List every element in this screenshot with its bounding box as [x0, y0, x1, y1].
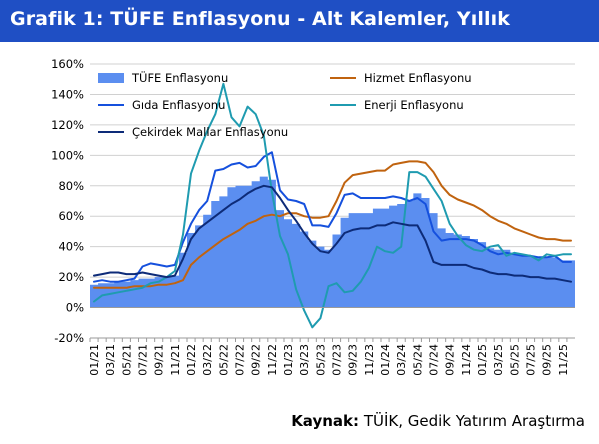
x-tick-label: 03/22 [201, 344, 214, 376]
x-tick-label: 09/23 [347, 344, 360, 376]
x-tick-label: 05/25 [508, 344, 521, 376]
x-tick-label: 03/23 [298, 344, 311, 376]
inflation-chart: -20%0%20%40%60%80%100%120%140%160%01/21 0… [51, 57, 575, 376]
source-note: Kaynak: TÜİK, Gedik Yatırım Araştırma [291, 412, 585, 430]
y-tick-label: 0% [66, 301, 84, 315]
tufe-area [90, 176, 575, 308]
x-tick-label: 11/25 [557, 344, 570, 376]
x-tick-label: 09/24 [444, 344, 457, 376]
x-tick-label: 05/23 [314, 344, 327, 376]
enerji-line [93, 82, 572, 329]
x-tick-label: 03/24 [395, 344, 408, 376]
source-text: TÜİK, Gedik Yatırım Araştırma [363, 412, 585, 430]
x-tick-label: 05/22 [217, 344, 230, 376]
legend-tufe-label: TÜFE Enflasyonu [131, 69, 228, 85]
x-tick-label: 09/21 [153, 344, 166, 376]
x-tick-label: 11/23 [363, 344, 376, 376]
y-tick-label: 120% [51, 118, 84, 132]
y-tick-label: 80% [58, 179, 84, 193]
x-tick-label: 07/24 [428, 344, 441, 376]
x-tick-label: 01/22 [185, 344, 198, 376]
x-tick-label: 07/23 [331, 344, 344, 376]
y-tick-label: 40% [58, 240, 84, 254]
y-tick-label: 20% [58, 270, 84, 284]
x-tick-label: 11/22 [266, 344, 279, 376]
x-tick-label: 01/23 [282, 344, 295, 376]
source-label: Kaynak: [291, 412, 360, 430]
x-tick-label: 01/25 [476, 344, 489, 376]
x-tick-label: 11/24 [460, 344, 473, 376]
legend-tufe-swatch [98, 73, 124, 83]
x-tick-label: 09/25 [541, 344, 554, 376]
x-tick-label: 11/21 [169, 344, 182, 376]
chart-title-bar: Grafik 1: TÜFE Enflasyonu - Alt Kalemler… [0, 0, 599, 42]
legend-cekirdek-label: Çekirdek Mallar Enflasyonu [132, 125, 288, 139]
y-tick-label: 60% [58, 209, 84, 223]
x-tick-label: 01/24 [379, 344, 392, 376]
y-tick-label: 100% [51, 148, 84, 162]
legend-hizmet-label: Hizmet Enflasyonu [364, 71, 472, 85]
y-tick-label: -20% [54, 331, 84, 345]
cekirdek-line [93, 184, 572, 283]
x-tick-label: 05/24 [411, 344, 424, 376]
x-tick-label: 07/21 [137, 344, 150, 376]
x-tick-label: 03/25 [492, 344, 505, 376]
x-tick-label: 01/21 [88, 344, 101, 376]
legend-enerji-label: Enerji Enflasyonu [364, 98, 464, 112]
x-tick-label: 03/21 [104, 344, 117, 376]
gida-line [93, 151, 572, 283]
hizmet-line [93, 160, 572, 289]
y-tick-label: 140% [51, 87, 84, 101]
x-tick-label: 07/25 [525, 344, 538, 376]
x-tick-label: 05/21 [120, 344, 133, 376]
y-tick-label: 160% [51, 57, 84, 71]
chart-title: Grafik 1: TÜFE Enflasyonu - Alt Kalemler… [10, 8, 510, 30]
legend-gida-label: Gıda Enflasyonu [132, 98, 225, 112]
x-tick-label: 09/22 [250, 344, 263, 376]
x-tick-label: 07/22 [234, 344, 247, 376]
